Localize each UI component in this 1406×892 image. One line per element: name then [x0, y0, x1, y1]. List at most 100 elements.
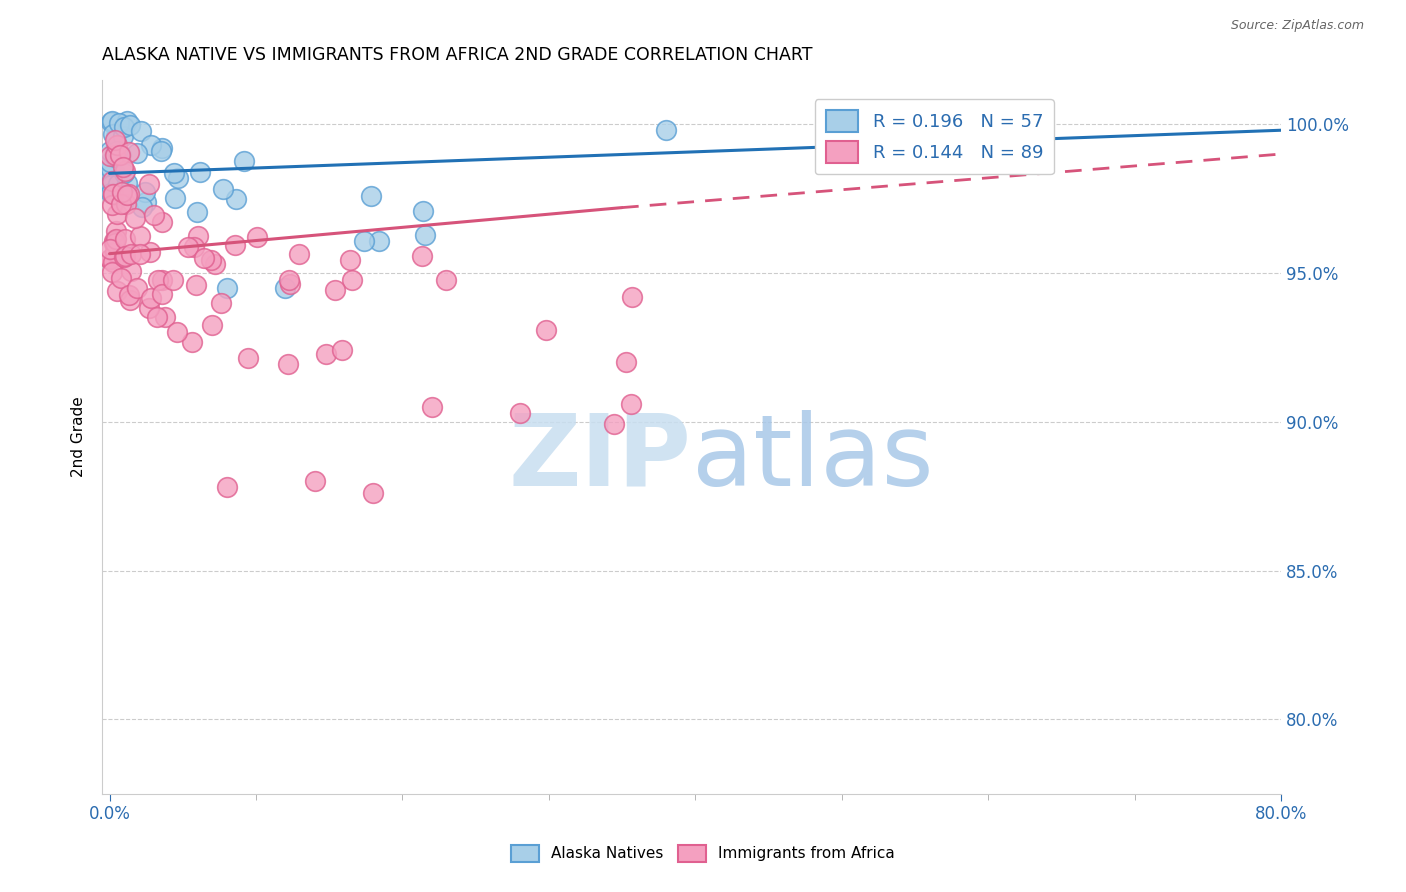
Point — [104, 235, 127, 250]
Point — [112, 120, 135, 134]
Point — [118, 186, 141, 201]
Text: atlas: atlas — [692, 409, 934, 507]
Point — [98, 252, 121, 267]
Point — [602, 417, 624, 432]
Point — [225, 192, 247, 206]
Point — [114, 165, 136, 179]
Point — [139, 244, 162, 259]
Point — [100, 186, 122, 201]
Point — [420, 400, 443, 414]
Point — [110, 188, 132, 202]
Point — [361, 486, 384, 500]
Point — [141, 137, 163, 152]
Point — [98, 144, 121, 158]
Point — [167, 170, 190, 185]
Point — [104, 245, 127, 260]
Point — [277, 357, 299, 371]
Point — [120, 264, 142, 278]
Point — [105, 207, 128, 221]
Point — [187, 229, 209, 244]
Point — [100, 174, 122, 188]
Point — [100, 162, 122, 177]
Point — [131, 124, 153, 138]
Point — [368, 235, 391, 249]
Point — [107, 116, 129, 130]
Point — [105, 137, 128, 152]
Point — [1007, 126, 1029, 140]
Point — [129, 229, 152, 244]
Point — [138, 301, 160, 316]
Point — [188, 165, 211, 179]
Point — [143, 208, 166, 222]
Point — [100, 168, 122, 182]
Point — [193, 251, 215, 265]
Point — [215, 281, 238, 295]
Point — [360, 189, 382, 203]
Point — [103, 187, 125, 202]
Point — [107, 177, 129, 191]
Point — [101, 157, 124, 171]
Point — [98, 252, 121, 267]
Point — [176, 240, 198, 254]
Point — [212, 181, 235, 195]
Point — [287, 247, 309, 261]
Point — [135, 194, 157, 209]
Point — [112, 161, 135, 175]
Point — [323, 284, 346, 298]
Point — [125, 145, 148, 160]
Point — [112, 129, 135, 144]
Point — [101, 186, 124, 201]
Point — [98, 149, 121, 163]
Point — [117, 145, 139, 159]
Point — [104, 128, 127, 143]
Point — [150, 287, 173, 301]
Point — [104, 143, 127, 157]
Point — [204, 257, 226, 271]
Point — [186, 204, 208, 219]
Point — [105, 188, 128, 202]
Point — [146, 273, 169, 287]
Point — [129, 247, 152, 261]
Point — [120, 118, 142, 132]
Point — [105, 232, 128, 246]
Point — [101, 265, 124, 279]
Point — [103, 176, 125, 190]
Point — [166, 326, 188, 340]
Point — [163, 191, 186, 205]
Point — [620, 397, 643, 411]
Point — [201, 318, 224, 333]
Point — [150, 273, 173, 287]
Point — [115, 196, 138, 211]
Point — [184, 278, 207, 293]
Point — [118, 288, 141, 302]
Point — [103, 235, 125, 249]
Point — [509, 406, 531, 420]
Point — [105, 144, 128, 158]
Point — [114, 164, 136, 178]
Point — [138, 178, 160, 192]
Point — [238, 351, 260, 365]
Point — [149, 145, 172, 159]
Point — [103, 235, 125, 250]
Point — [150, 215, 173, 229]
Point — [112, 251, 135, 265]
Text: ZIP: ZIP — [509, 409, 692, 507]
Point — [200, 252, 222, 267]
Point — [100, 114, 122, 128]
Point — [534, 323, 557, 337]
Point — [146, 310, 169, 324]
Point — [141, 291, 163, 305]
Point — [131, 200, 153, 214]
Point — [340, 273, 363, 287]
Point — [412, 204, 434, 219]
Point — [181, 335, 204, 350]
Point — [103, 180, 125, 194]
Point — [278, 273, 301, 287]
Point — [104, 150, 127, 164]
Point — [183, 240, 205, 254]
Point — [224, 237, 246, 252]
Point — [101, 198, 124, 212]
Point — [304, 475, 326, 489]
Text: Source: ZipAtlas.com: Source: ZipAtlas.com — [1230, 19, 1364, 31]
Point — [232, 154, 254, 169]
